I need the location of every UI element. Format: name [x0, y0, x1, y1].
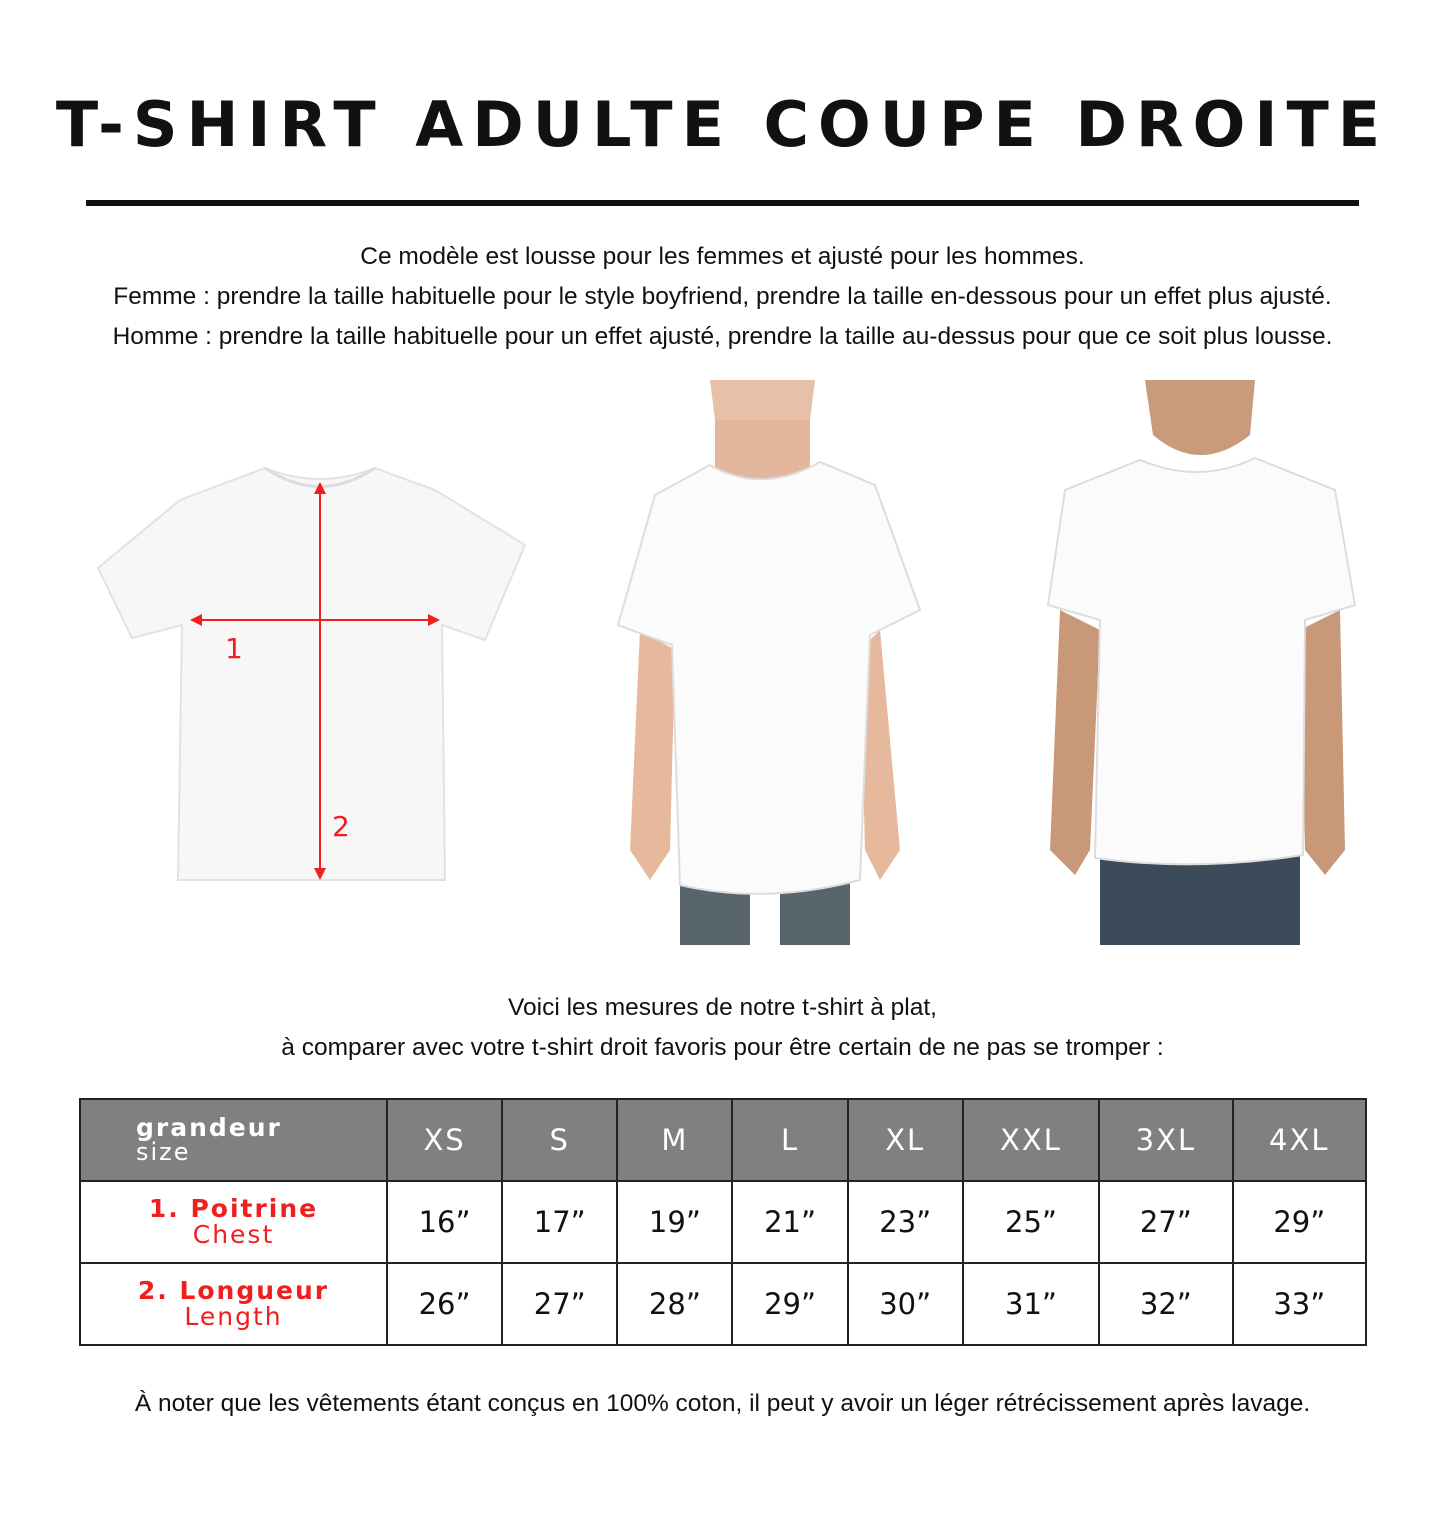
table-cell: 25” — [961, 1180, 1101, 1264]
size-col-header: 4XL — [1231, 1098, 1368, 1182]
flat-tshirt-diagram: 1 2 — [96, 466, 527, 881]
size-col-header: XL — [846, 1098, 964, 1182]
fit-description: Ce modèle est lousse pour les femmes et … — [0, 237, 1445, 357]
table-cell: 29” — [731, 1262, 849, 1346]
table-cell: 30” — [846, 1262, 964, 1346]
page-title: T-SHIRT ADULTE COUPE DROITE — [55, 88, 1390, 161]
table-cell: 19” — [616, 1180, 734, 1264]
table-cell: 28” — [616, 1262, 734, 1346]
size-header: grandeur size — [79, 1098, 388, 1182]
note-line: Voici les mesures de notre t-shirt à pla… — [508, 994, 937, 1021]
size-col-header: XS — [385, 1098, 504, 1182]
size-col-header: 3XL — [1098, 1098, 1234, 1182]
table-cell: 32” — [1098, 1262, 1234, 1346]
table-cell: 29” — [1231, 1180, 1368, 1264]
table-row-length: 2. Longueur Length 26” 27” 28” 29” 30” 31… — [79, 1262, 1368, 1346]
man-model-photo — [1046, 380, 1357, 945]
intro-line: Femme : prendre la taille habituelle pou… — [113, 283, 1332, 310]
size-col-header: M — [616, 1098, 734, 1182]
table-cell: 27” — [501, 1262, 619, 1346]
length-marker: 2 — [332, 810, 350, 843]
row-label: 1. Poitrine Chest — [79, 1180, 388, 1264]
size-header-label: grandeur — [136, 1113, 282, 1142]
chest-marker: 1 — [225, 632, 243, 665]
woman-model-photo — [616, 380, 922, 945]
size-chart-table: grandeur size XS S M L XL XXL 3XL 4XL 1.… — [79, 1098, 1368, 1346]
title-divider — [86, 200, 1359, 206]
size-header-sub: size — [136, 1138, 191, 1166]
table-cell: 23” — [846, 1180, 964, 1264]
row-label-sub: Length — [184, 1302, 283, 1331]
table-cell: 31” — [961, 1262, 1101, 1346]
table-cell: 27” — [1098, 1180, 1234, 1264]
table-row-chest: 1. Poitrine Chest 16” 17” 19” 21” 23” 25”… — [79, 1180, 1368, 1264]
table-cell: 17” — [501, 1180, 619, 1264]
table-cell: 16” — [385, 1180, 504, 1264]
tshirt-shape — [96, 466, 527, 881]
table-cell: 26” — [385, 1262, 504, 1346]
table-cell: 33” — [1231, 1262, 1368, 1346]
note-line: à comparer avec votre t-shirt droit favo… — [281, 1034, 1164, 1061]
table-header-row: grandeur size XS S M L XL XXL 3XL 4XL — [79, 1098, 1368, 1182]
table-cell: 21” — [731, 1180, 849, 1264]
row-label: 2. Longueur Length — [79, 1262, 388, 1346]
intro-line: Homme : prendre la taille habituelle pou… — [112, 323, 1333, 350]
shrinkage-note: À noter que les vêtements étant conçus e… — [134, 1390, 1311, 1417]
row-label-sub: Chest — [192, 1220, 275, 1249]
size-col-header: L — [731, 1098, 849, 1182]
size-col-header: XXL — [961, 1098, 1101, 1182]
size-col-header: S — [501, 1098, 619, 1182]
intro-line: Ce modèle est lousse pour les femmes et … — [360, 243, 1085, 270]
row-label-main: 1. Poitrine — [148, 1194, 319, 1223]
measurement-note: Voici les mesures de notre t-shirt à pla… — [0, 988, 1445, 1068]
row-label-main: 2. Longueur — [137, 1276, 330, 1305]
